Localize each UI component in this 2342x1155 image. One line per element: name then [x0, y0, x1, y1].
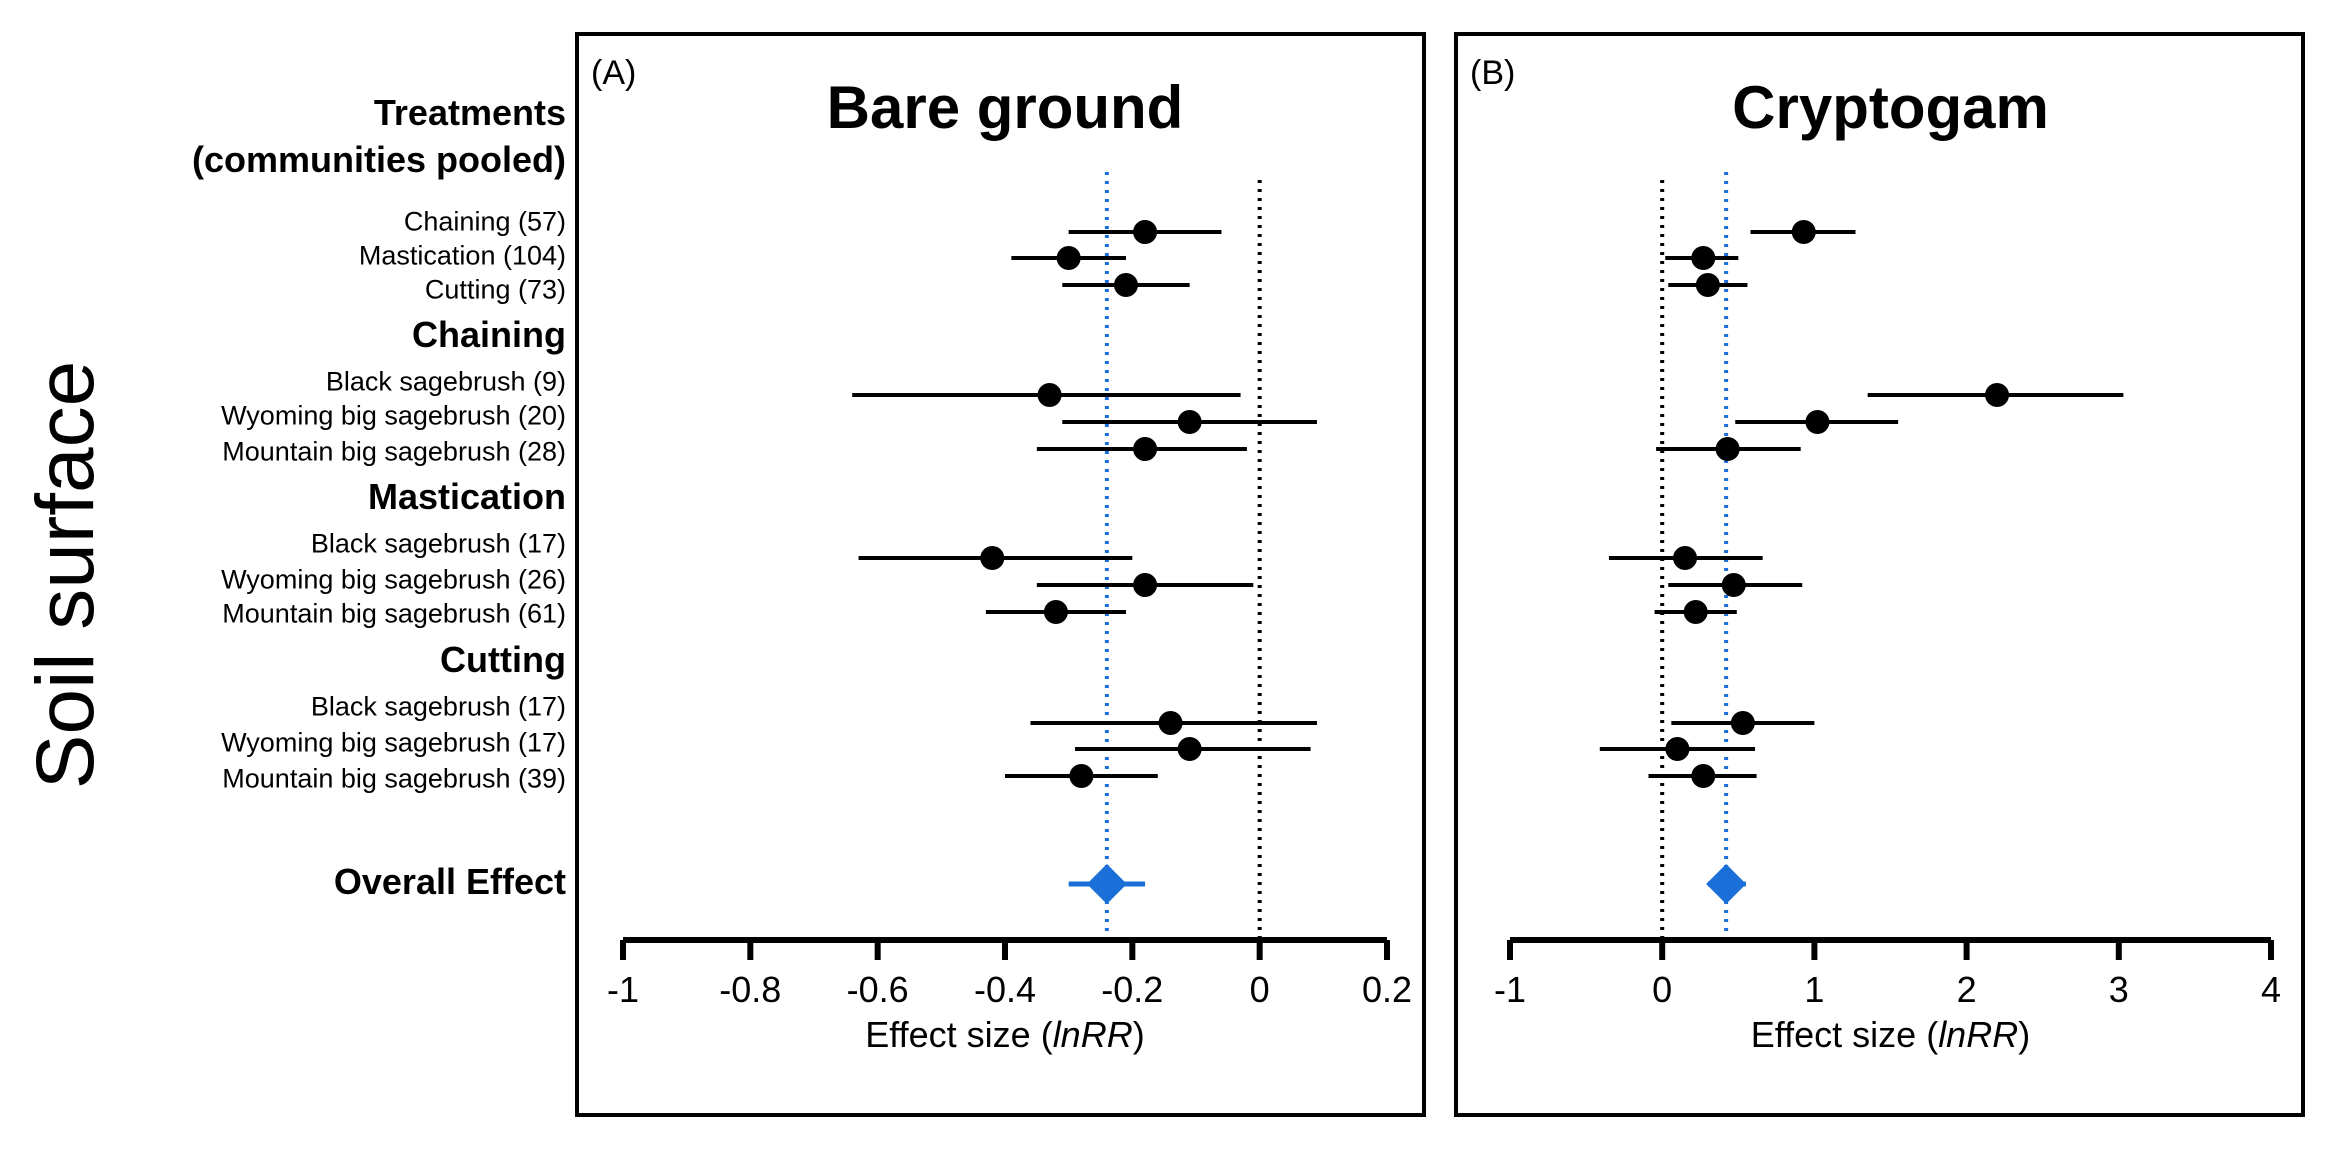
- effect-point: [1691, 246, 1716, 270]
- x-tick-label: 0.2: [1362, 969, 1412, 1010]
- panel-a: (A) Bare ground -1 -0.8 -0.6 -0.4 -0.2 0 0.2 Effe…: [575, 32, 1426, 1117]
- effect-point: [1805, 410, 1830, 434]
- panel-title: Bare ground: [827, 74, 1184, 141]
- panel-tag: (A): [591, 54, 636, 92]
- effect-point: [1721, 573, 1746, 597]
- row-label: Mountain big sagebrush (28): [222, 436, 566, 467]
- x-tick-label: 3: [2109, 969, 2129, 1010]
- row-label: Cutting (73): [424, 274, 566, 305]
- effect-point: [1665, 737, 1690, 761]
- panel-title: Cryptogam: [1732, 74, 2049, 141]
- effect-point: [980, 546, 1005, 570]
- effect-point: [1985, 383, 2010, 407]
- group-heading: (communities pooled): [191, 139, 566, 180]
- overall-effect-diamond: [1086, 864, 1127, 904]
- group-heading: Treatments: [373, 92, 566, 133]
- x-tick-label: 4: [2261, 969, 2281, 1010]
- row-label: Wyoming big sagebrush (20): [221, 400, 566, 431]
- effect-point: [1791, 220, 1816, 244]
- group-heading: Chaining: [412, 314, 566, 355]
- effect-point: [1715, 437, 1740, 461]
- effect-point: [1133, 220, 1158, 244]
- group-heading: Cutting: [440, 639, 566, 680]
- panel-frame: [575, 32, 1426, 1117]
- effect-point: [1133, 573, 1158, 597]
- row-label: Wyoming big sagebrush (17): [221, 727, 566, 758]
- x-tick-label: 1: [1804, 969, 1824, 1010]
- x-axis-label: Effect size (lnRR): [1751, 1014, 2030, 1055]
- x-axis-label: Effect size (lnRR): [865, 1014, 1144, 1055]
- row-label: Mountain big sagebrush (61): [222, 598, 566, 629]
- effect-point: [1037, 383, 1062, 407]
- effect-point: [1069, 764, 1094, 788]
- row-label: Mountain big sagebrush (39): [222, 763, 566, 794]
- effect-point: [1673, 546, 1698, 570]
- effect-point: [1133, 437, 1158, 461]
- row-label: Chaining (57): [403, 206, 566, 237]
- effect-point: [1691, 764, 1716, 788]
- panel-frame: [1454, 32, 2305, 1117]
- x-tick-label: -0.6: [847, 969, 909, 1010]
- group-heading: Mastication: [367, 476, 566, 517]
- x-tick-label: 2: [1957, 969, 1977, 1010]
- x-tick-label: 0: [1652, 969, 1672, 1010]
- effect-point: [1056, 246, 1081, 270]
- effect-point: [1683, 600, 1708, 624]
- row-label: Black sagebrush (17): [310, 528, 566, 559]
- effect-point: [1177, 737, 1202, 761]
- effect-point: [1695, 273, 1720, 297]
- side-label: Soil surface: [20, 360, 111, 790]
- effect-point: [1730, 711, 1755, 735]
- x-tick-label: -1: [1494, 969, 1526, 1010]
- x-tick-label: -1: [607, 969, 639, 1010]
- row-label: Mastication (104): [358, 240, 566, 271]
- x-tick-label: -0.4: [974, 969, 1036, 1010]
- row-label: Black sagebrush (9): [325, 366, 566, 397]
- panel-tag: (B): [1470, 54, 1515, 92]
- x-tick-label: -0.8: [719, 969, 781, 1010]
- row-label: Black sagebrush (17): [310, 691, 566, 722]
- effect-point: [1043, 600, 1068, 624]
- panel-b: (B) Cryptogam -1 0 1 2 3 4 Effect size (lnRR): [1454, 32, 2305, 1117]
- effect-point: [1113, 273, 1138, 297]
- x-tick-label: 0: [1250, 969, 1270, 1010]
- overall-effect-diamond: [1706, 864, 1747, 904]
- effect-point: [1177, 410, 1202, 434]
- row-label: Wyoming big sagebrush (26): [221, 564, 566, 595]
- group-heading: Overall Effect: [333, 861, 566, 902]
- effect-point: [1158, 711, 1183, 735]
- x-tick-label: -0.2: [1101, 969, 1163, 1010]
